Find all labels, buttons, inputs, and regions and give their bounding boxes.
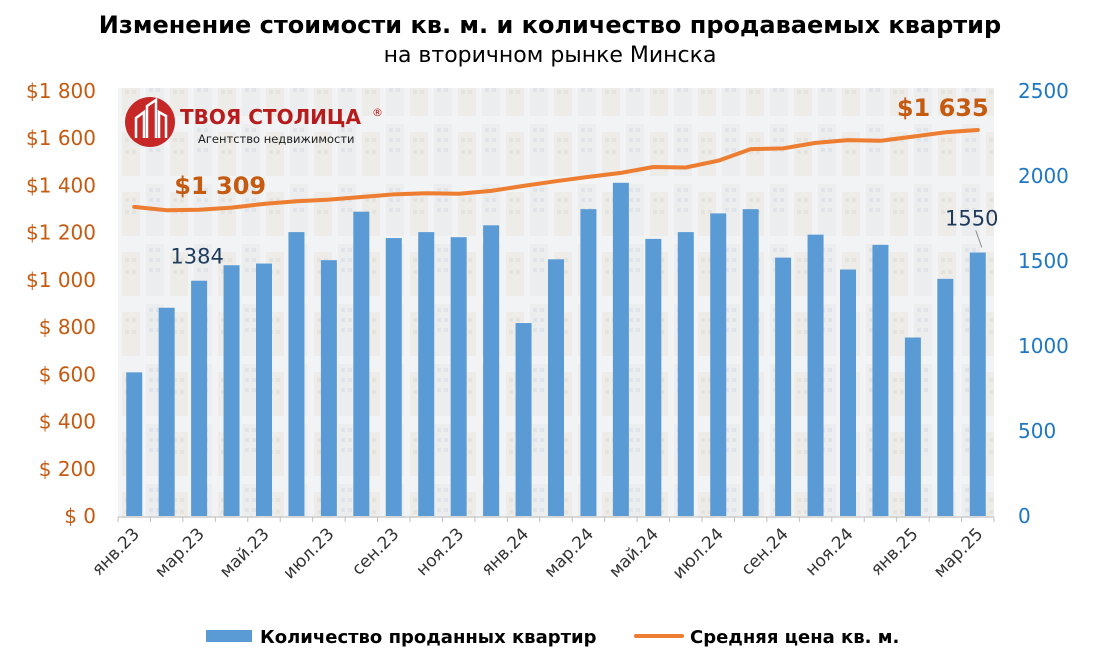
bar [840,269,856,516]
left-tick-label: $ 800 [39,315,96,339]
bar [612,182,629,517]
x-tick-label: ноя.23 [412,524,468,580]
annotations: $1 309 $1 635 1384 1550 [170,94,998,269]
annotation-last-count: 1550 [945,207,998,231]
right-tick-label: 500 [1018,419,1056,443]
x-tick-label: май.23 [216,524,274,582]
bar [677,232,694,516]
bar [385,238,402,517]
bar [450,237,467,516]
left-tick-label: $1 800 [26,79,96,103]
bar [742,209,759,516]
bar [872,244,889,516]
bar [710,213,727,516]
chart-title: Изменение стоимости кв. м. и количество … [99,11,1001,39]
x-tick-label: июл.24 [669,524,728,583]
bar [288,232,305,516]
bar [548,259,564,516]
bar [580,209,597,516]
chart-subtitle: на вторичном рынке Минска [384,43,717,68]
right-axis: 0 500 1000 1500 2000 2500 [1018,79,1069,528]
left-tick-label: $ 0 [64,504,96,528]
x-tick-label: мар.25 [930,524,987,581]
bar [807,234,824,516]
bar [158,307,175,516]
bar [515,323,532,516]
logo-registered-mark: ® [372,106,383,119]
x-tick-label: июл.23 [280,524,339,583]
bar [353,211,370,516]
left-tick-label: $1 600 [26,126,96,150]
right-tick-label: 2500 [1018,79,1069,103]
annotation-first-price: $1 309 [174,172,266,200]
x-tick-label: сен.23 [348,524,403,579]
bar [904,337,921,516]
right-tick-label: 1000 [1018,334,1069,358]
legend: Количество проданных квартир Средняя цен… [206,627,899,648]
legend-bar-label: Количество проданных квартир [260,627,597,648]
logo-tagline: Агентство недвижимости [198,132,355,146]
x-tick-label: ноя.24 [802,524,858,580]
annotation-last-price: $1 635 [897,94,989,122]
x-tick-label: май.24 [605,524,663,582]
bar [645,238,662,516]
bar [937,278,954,516]
left-tick-label: $ 600 [39,362,96,386]
left-tick-label: $1 200 [26,221,96,245]
bar [969,252,986,516]
annotation-leader-line [975,230,983,248]
left-tick-label: $ 400 [39,410,96,434]
logo-building-icon [134,97,168,138]
x-tick-label: сен.24 [738,524,793,579]
bar [126,372,143,516]
line-series [132,128,980,213]
logo-name: ТВОЯ СТОЛИЦА [180,105,361,129]
left-tick-label: $ 200 [39,457,96,481]
bar-series [126,182,986,517]
right-tick-label: 2000 [1018,164,1069,188]
x-axis: янв.23 мар.23 май.23 июл.23 сен.23 ноя.23 янв.… [88,516,995,583]
x-tick-label: янв.23 [88,524,143,579]
bar [256,263,272,516]
right-tick-label: 0 [1018,504,1031,528]
left-tick-label: $1 000 [26,268,96,292]
legend-line-label: Средняя цена кв. м. [690,627,899,648]
bar [191,280,208,516]
x-tick-label: янв.25 [867,524,922,579]
bar [320,260,337,516]
x-tick-label: мар.23 [151,524,208,581]
bar [775,257,792,516]
left-axis: $ 0 $ 200 $ 400 $ 600 $ 800 $1 000 $1 200 $1 40… [26,79,96,528]
logo: ТВОЯ СТОЛИЦА ® Агентство недвижимости [125,97,383,147]
bar [223,265,240,516]
annotation-second-count: 1384 [170,245,223,269]
logo-mark-icon [125,97,175,147]
x-tick-label: мар.24 [541,524,598,581]
left-tick-label: $1 400 [26,173,96,197]
bar [418,232,435,516]
x-tick-label: янв.24 [478,524,533,579]
legend-bar-swatch [206,630,252,642]
right-tick-label: 1500 [1018,249,1069,273]
bar [483,225,500,517]
